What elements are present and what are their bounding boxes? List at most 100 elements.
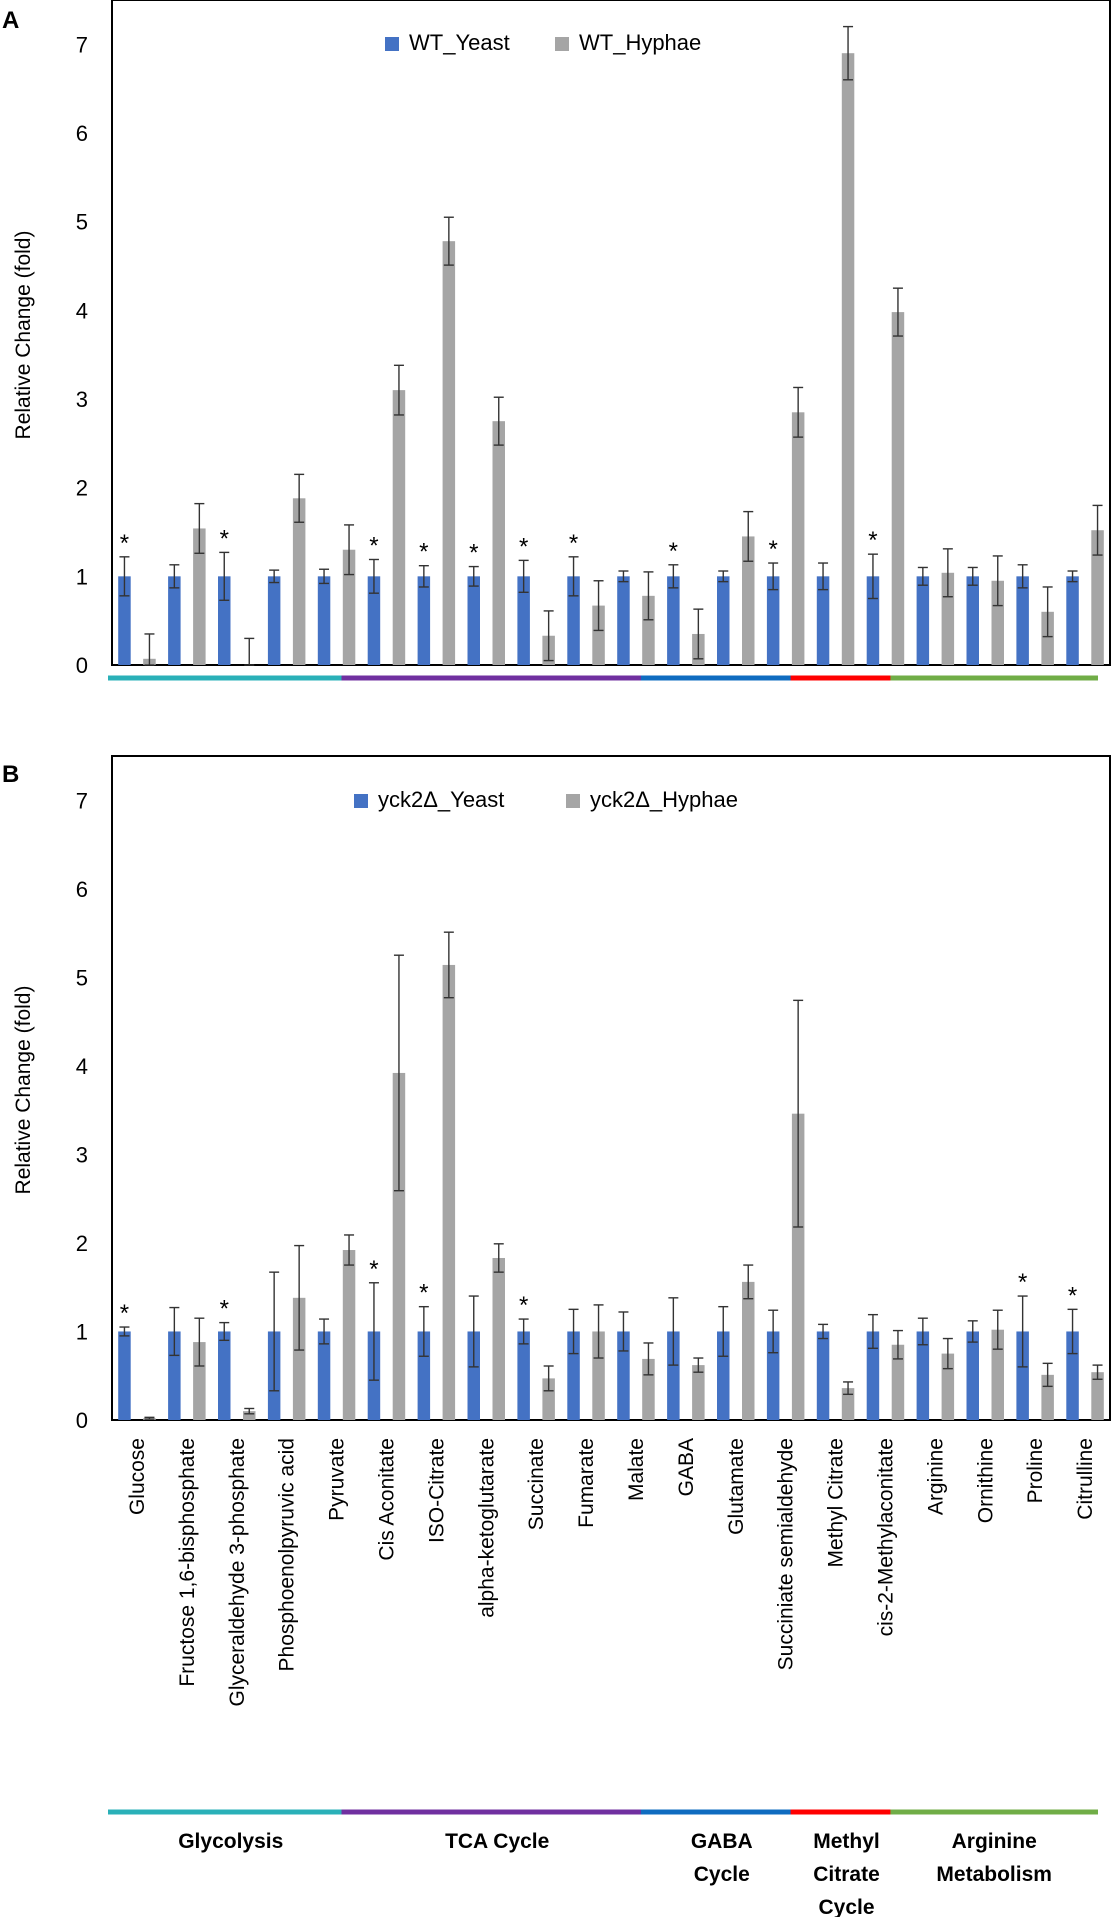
bar	[991, 1329, 1004, 1420]
bar	[791, 1113, 805, 1420]
category-label: Phosphoenolpyruvic acid	[276, 1438, 299, 1671]
bar	[467, 576, 480, 665]
category-label: Methyl Citrate	[825, 1438, 848, 1568]
significance-marker: *	[519, 1292, 528, 1319]
bar	[667, 1331, 680, 1420]
category-label: Proline	[1024, 1438, 1047, 1503]
bar	[1066, 576, 1079, 665]
legend-swatch	[354, 794, 368, 808]
bar	[1091, 1372, 1104, 1420]
bar	[317, 576, 331, 665]
category-label: Glutamate	[725, 1438, 748, 1535]
bar	[916, 1331, 930, 1420]
significance-marker: *	[868, 527, 877, 554]
y-tick-label: 1	[76, 564, 88, 589]
bar	[667, 576, 680, 665]
bar	[1091, 530, 1104, 665]
y-tick-label: 7	[76, 32, 88, 57]
y-tick-label: 5	[76, 210, 88, 235]
bar	[841, 1388, 855, 1420]
bar	[791, 412, 805, 665]
significance-marker: *	[1068, 1282, 1077, 1309]
bar	[218, 576, 231, 665]
y-tick-label: 7	[76, 788, 88, 813]
significance-marker: *	[469, 540, 478, 567]
bar	[966, 1331, 979, 1420]
bar	[218, 1331, 231, 1420]
bar	[592, 1331, 605, 1420]
legend-swatch	[566, 794, 580, 808]
category-label: cis-2-Methylaconitate	[874, 1438, 897, 1636]
bar	[941, 1353, 955, 1420]
bar	[717, 1331, 730, 1420]
y-tick-label: 0	[76, 1408, 88, 1433]
bar	[342, 549, 356, 665]
legend-entry: yck2Δ_Yeast	[378, 787, 504, 812]
bar	[742, 536, 755, 665]
bar	[492, 1257, 505, 1420]
category-label: Pyruvate	[326, 1438, 349, 1521]
bar	[816, 1331, 830, 1420]
bar	[492, 421, 505, 665]
bar	[168, 576, 181, 665]
plot-frame	[111, 0, 1111, 666]
bar	[891, 1344, 905, 1420]
bar	[717, 576, 730, 665]
bar	[467, 1331, 480, 1420]
significance-marker: *	[220, 1296, 229, 1323]
category-label: ISO-Citrate	[425, 1438, 448, 1543]
panel-label: A	[2, 7, 19, 34]
bar	[592, 605, 605, 665]
chart-panel-A: A 0 1 2 3 4 5 6 7 Relative Change (fold) WT_Yeast W…	[2, 0, 1111, 681]
bar	[118, 576, 131, 665]
significance-marker: *	[569, 530, 578, 557]
group-name: Glycolysis	[178, 1830, 283, 1853]
significance-marker: *	[220, 525, 229, 552]
category-label: Succiniate semialdehyde	[775, 1438, 798, 1670]
category-label: Fumarate	[575, 1438, 598, 1528]
bar	[292, 498, 306, 665]
category-label: Fructose 1,6-bisphosphate	[176, 1438, 199, 1687]
bar	[692, 1365, 705, 1420]
bar	[442, 241, 456, 665]
bar	[1016, 576, 1029, 665]
category-label: Cis Aconitate	[375, 1438, 398, 1561]
legend-entry: yck2Δ_Hyphae	[590, 787, 738, 812]
bar	[392, 390, 406, 665]
group-name: Cycle	[694, 1863, 750, 1886]
group-name: TCA Cycle	[445, 1830, 549, 1853]
significance-marker: *	[669, 538, 678, 565]
y-tick-label: 6	[76, 877, 88, 902]
legend-swatch	[555, 37, 569, 51]
y-tick-label: 2	[76, 476, 88, 501]
significance-marker: *	[768, 536, 777, 563]
group-name: Methyl	[813, 1830, 880, 1853]
y-tick-label: 4	[76, 1054, 88, 1079]
bar	[941, 572, 955, 665]
bar	[1016, 1331, 1029, 1420]
bar	[766, 576, 780, 665]
y-axis-label: Relative Change (fold)	[12, 231, 35, 440]
y-axis-label: Relative Change (fold)	[12, 986, 35, 1195]
bar	[542, 1378, 555, 1420]
category-labels: Glucose Fructose 1,6-bisphosphate Glyceral…	[126, 1438, 1097, 1707]
group-names: Glycolysis TCA Cycle GABA Cycle Methyl Citrat…	[178, 1830, 1052, 1917]
bar	[916, 576, 930, 665]
y-tick-label: 3	[76, 1142, 88, 1167]
significance-marker: *	[419, 539, 428, 566]
category-label: alpha-ketoglutarate	[475, 1438, 498, 1618]
y-tick-label: 0	[76, 653, 88, 678]
category-label: Glucose	[126, 1438, 149, 1515]
bar	[766, 1331, 780, 1420]
plot-frame	[111, 755, 1111, 1421]
bar	[317, 1331, 331, 1420]
bar	[617, 1331, 630, 1420]
bar	[417, 1331, 431, 1420]
significance-marker: *	[519, 533, 528, 560]
category-label: GABA	[675, 1438, 698, 1496]
legend-entry: WT_Hyphae	[579, 30, 701, 55]
y-tick-label: 2	[76, 1231, 88, 1256]
significance-marker: *	[1018, 1269, 1027, 1296]
bar	[243, 1411, 256, 1420]
